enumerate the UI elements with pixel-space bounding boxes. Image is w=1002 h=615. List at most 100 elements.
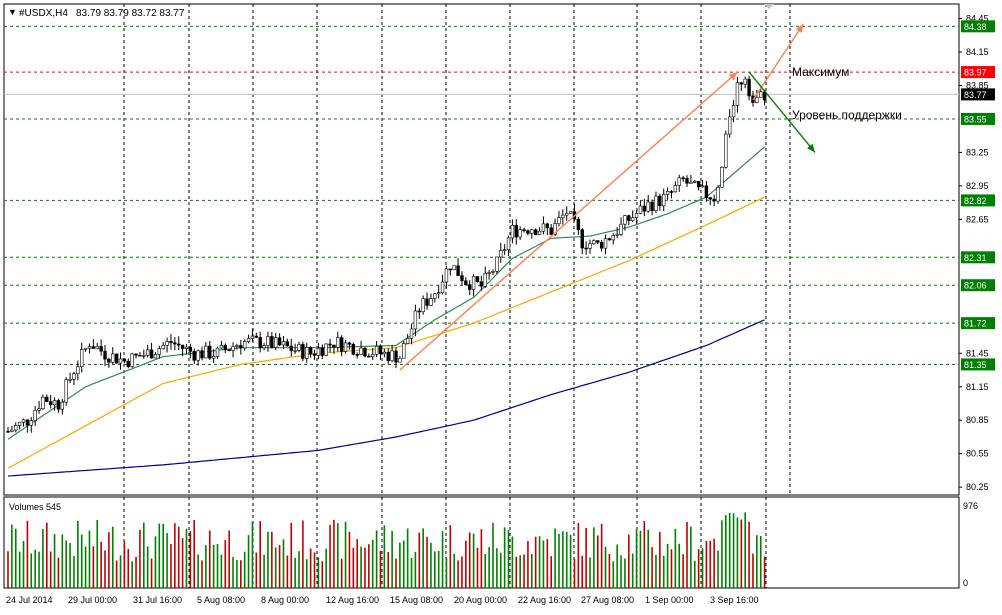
candle-body bbox=[274, 337, 278, 348]
candle-body bbox=[305, 347, 309, 359]
candle-body bbox=[526, 230, 530, 234]
header-arrow-icon[interactable]: ▼ bbox=[8, 7, 17, 17]
candle-body bbox=[518, 229, 522, 238]
support-arrow bbox=[748, 71, 816, 153]
x-tick-label: 1 Sep 00:00 bbox=[645, 595, 694, 605]
candle-body bbox=[425, 298, 429, 306]
y-tick-label: 80.85 bbox=[966, 415, 989, 425]
y-tick-label: 81.15 bbox=[966, 382, 989, 392]
candle-body bbox=[142, 355, 146, 357]
price-level-label: 82.82 bbox=[964, 196, 987, 206]
candle-body bbox=[6, 431, 10, 433]
candle-body bbox=[56, 400, 61, 410]
candle-body bbox=[689, 181, 693, 184]
candle-body bbox=[495, 256, 499, 272]
candle-body bbox=[130, 353, 134, 367]
candle-body bbox=[111, 353, 115, 363]
candle-body bbox=[739, 82, 744, 85]
candle-body bbox=[409, 328, 414, 339]
price-level-badge bbox=[961, 251, 995, 264]
price-level-badge bbox=[961, 88, 995, 101]
candle-body bbox=[634, 213, 639, 218]
candle-body bbox=[627, 215, 631, 221]
candle-body bbox=[126, 360, 130, 367]
candle-body bbox=[254, 335, 259, 338]
candle-body bbox=[712, 198, 716, 202]
candle-body bbox=[479, 281, 484, 287]
candle-body bbox=[25, 419, 30, 426]
candle-body bbox=[134, 353, 138, 356]
candle-body bbox=[499, 250, 503, 258]
candle-body bbox=[138, 354, 142, 357]
candle-body bbox=[568, 211, 573, 214]
candle-body bbox=[52, 400, 57, 406]
candle-body bbox=[196, 350, 200, 361]
shift-marker-icon bbox=[764, 4, 774, 9]
candle-body bbox=[630, 217, 635, 221]
candle-body bbox=[211, 356, 216, 359]
candle-body bbox=[374, 345, 379, 355]
candle-body bbox=[417, 310, 421, 313]
candle-body bbox=[347, 342, 352, 345]
candle-body bbox=[37, 408, 41, 411]
price-level-label: 82.31 bbox=[964, 253, 987, 263]
candle-body bbox=[394, 350, 398, 363]
candle-body bbox=[270, 336, 274, 348]
candle-body bbox=[293, 350, 297, 352]
x-tick-label: 15 Aug 08:00 bbox=[390, 595, 443, 605]
candle-body bbox=[343, 342, 348, 352]
candle-body bbox=[177, 343, 181, 346]
candle-body bbox=[429, 298, 433, 306]
trend-arrow-head bbox=[728, 72, 738, 81]
candle-body bbox=[29, 420, 33, 426]
candle-body bbox=[662, 194, 666, 207]
moving-averages bbox=[7, 146, 765, 477]
candle-body bbox=[681, 177, 685, 180]
y-tick-label: 84.45 bbox=[966, 14, 989, 24]
candle-body bbox=[658, 195, 662, 207]
candle-body bbox=[727, 116, 732, 135]
candle-body bbox=[192, 351, 196, 361]
candle-body bbox=[759, 91, 763, 98]
x-tick-label: 12 Aug 16:00 bbox=[326, 595, 379, 605]
candle-body bbox=[448, 268, 453, 271]
price-levels bbox=[4, 25, 959, 365]
candle-body bbox=[169, 341, 173, 344]
candle-body bbox=[398, 357, 402, 363]
candle-body bbox=[576, 218, 581, 230]
candle-body bbox=[289, 345, 293, 351]
candle-body bbox=[561, 214, 565, 219]
candle-body bbox=[444, 268, 449, 283]
price-level-badge bbox=[961, 279, 995, 292]
x-tick-label: 31 Jul 16:00 bbox=[133, 595, 182, 605]
candle-body bbox=[231, 346, 235, 351]
price-level-badge bbox=[961, 112, 995, 125]
candle-body bbox=[502, 249, 507, 251]
candle-body bbox=[266, 336, 270, 346]
candle-body bbox=[565, 212, 569, 216]
candle-body bbox=[704, 185, 709, 198]
candle-body bbox=[242, 341, 247, 349]
price-level-label: 83.55 bbox=[964, 114, 987, 124]
candle-body bbox=[223, 344, 227, 351]
y-tick-label: 80.25 bbox=[966, 482, 989, 492]
candle-body bbox=[153, 354, 158, 359]
y-tick-label: 80.55 bbox=[966, 449, 989, 459]
maximum-arrow-head bbox=[795, 24, 804, 33]
price-level-badge bbox=[961, 194, 995, 207]
candle-body bbox=[596, 240, 600, 243]
candle-body bbox=[312, 353, 317, 356]
candle-body bbox=[386, 351, 390, 362]
support-arrow-head bbox=[807, 143, 815, 153]
candle-body bbox=[68, 379, 72, 381]
candle-body bbox=[716, 186, 720, 202]
candle-body bbox=[673, 185, 678, 193]
price-panel-frame bbox=[3, 3, 960, 496]
candle-body bbox=[615, 234, 619, 236]
candle-body bbox=[235, 345, 239, 347]
candle-body bbox=[599, 242, 604, 249]
candle-body bbox=[180, 344, 185, 349]
candle-body bbox=[107, 358, 111, 363]
price-level-label: 81.72 bbox=[964, 319, 987, 329]
